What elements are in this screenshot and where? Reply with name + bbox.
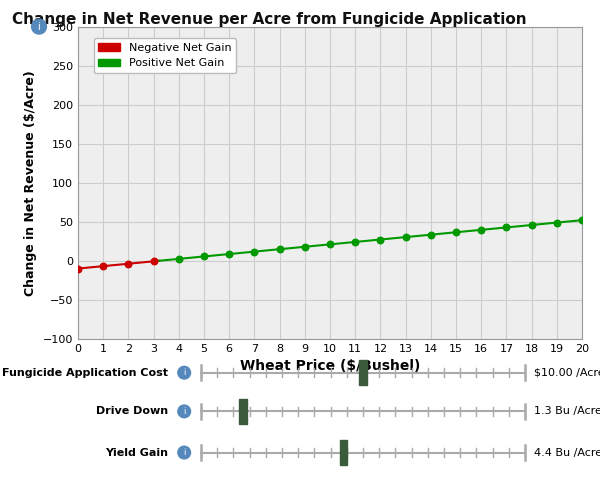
Point xyxy=(149,257,158,265)
Text: i: i xyxy=(183,407,185,416)
Point xyxy=(73,265,83,272)
Text: $10.00 /Acre: $10.00 /Acre xyxy=(534,368,600,378)
Point xyxy=(426,231,436,239)
Text: Fungicide Application Cost: Fungicide Application Cost xyxy=(2,368,168,378)
Point xyxy=(275,245,284,253)
Point xyxy=(577,216,587,224)
Point xyxy=(350,238,360,246)
Point xyxy=(502,224,511,231)
Point xyxy=(552,219,562,227)
Text: Yield Gain: Yield Gain xyxy=(105,448,168,457)
Point xyxy=(451,228,461,236)
Point xyxy=(527,221,536,229)
Text: 4.4 Bu /Acre: 4.4 Bu /Acre xyxy=(534,448,600,457)
Text: Drive Down: Drive Down xyxy=(96,407,168,416)
Text: 1.3 Bu /Acre: 1.3 Bu /Acre xyxy=(534,407,600,416)
Point xyxy=(401,233,410,241)
Point xyxy=(124,260,133,268)
Point xyxy=(98,262,108,270)
Point xyxy=(224,250,234,258)
FancyBboxPatch shape xyxy=(239,399,247,424)
Legend: Negative Net Gain, Positive Net Gain: Negative Net Gain, Positive Net Gain xyxy=(94,38,236,73)
FancyBboxPatch shape xyxy=(340,440,347,465)
FancyBboxPatch shape xyxy=(359,361,367,385)
Point xyxy=(199,253,209,260)
Point xyxy=(174,255,184,263)
Y-axis label: Change in Net Revenue ($/Acre): Change in Net Revenue ($/Acre) xyxy=(24,70,37,296)
Point xyxy=(325,241,335,248)
Point xyxy=(250,248,259,256)
X-axis label: Wheat Price ($/Bushel): Wheat Price ($/Bushel) xyxy=(240,359,420,373)
Text: i: i xyxy=(183,448,185,457)
Point xyxy=(476,226,486,234)
Text: Change in Net Revenue per Acre from Fungicide Application: Change in Net Revenue per Acre from Fung… xyxy=(12,12,527,27)
Point xyxy=(376,236,385,243)
Point xyxy=(300,243,310,251)
Text: i: i xyxy=(183,368,185,377)
Text: i: i xyxy=(38,22,40,31)
